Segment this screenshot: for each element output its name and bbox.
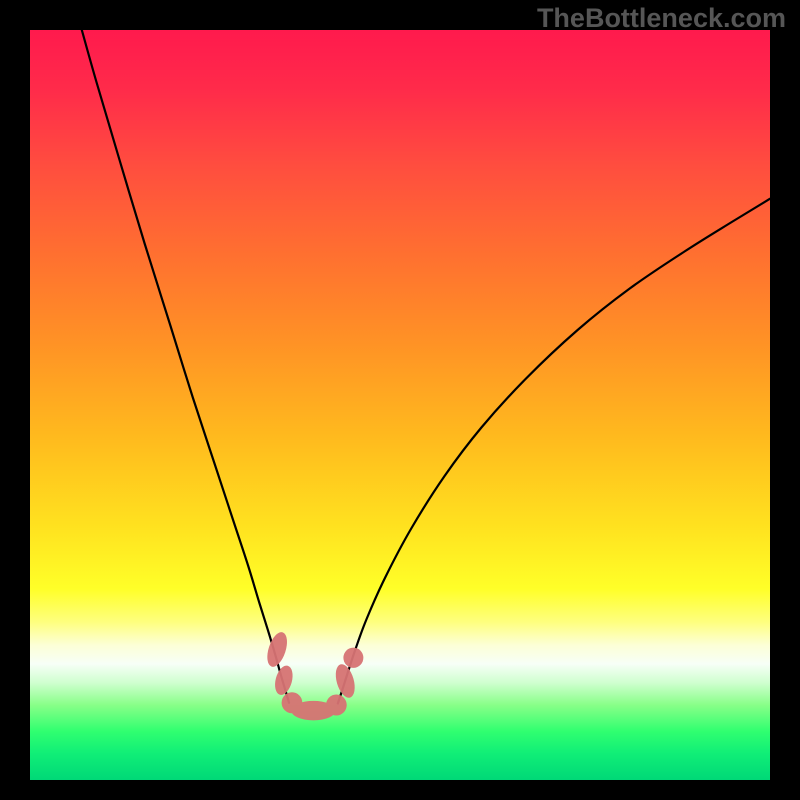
chart-svg — [30, 30, 770, 780]
plot-area — [30, 30, 770, 780]
watermark-text: TheBottleneck.com — [537, 3, 786, 33]
watermark: TheBottleneck.com — [537, 3, 786, 34]
